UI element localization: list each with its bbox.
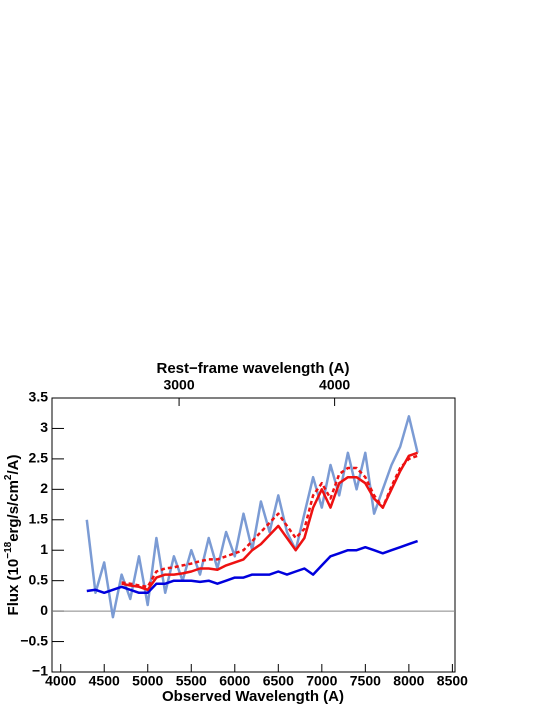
y-axis-title-part: /A): [5, 455, 22, 475]
y-tick-label: 3.5: [29, 389, 49, 405]
y-tick-label: −1: [32, 663, 48, 679]
x2-axis-title: Rest−frame wavelength (A): [157, 360, 350, 377]
series-line: [86, 539, 419, 595]
y-axis-title-part: −18: [3, 541, 14, 558]
x-tick-label: 4000: [45, 673, 76, 689]
y-tick-label: 3: [40, 419, 48, 435]
x-tick-label: 6000: [219, 673, 250, 689]
x-tick-label: 8000: [393, 673, 424, 689]
x-axis-title: Observed Wavelength (A): [162, 688, 344, 705]
x-tick-label: 8500: [437, 673, 468, 689]
y-tick-label: 1: [40, 541, 48, 557]
y-tick-label: 0.5: [29, 571, 49, 587]
y-tick-label: 2: [40, 480, 48, 496]
y-axis-title-part: erg/s/cm: [5, 480, 22, 542]
x-tick-label: 5500: [176, 673, 207, 689]
y-tick-label: 2.5: [29, 450, 49, 466]
series-line: [121, 451, 419, 592]
x2-tick-label: 4000: [319, 377, 350, 393]
y-axis-title: Flux (10−18erg/s/cm2/A): [3, 455, 22, 616]
x2-tick-label: 3000: [163, 377, 194, 393]
y-tick-label: 1.5: [29, 510, 49, 526]
y-tick-label: −0.5: [20, 632, 48, 648]
x-tick-label: 7000: [306, 673, 337, 689]
plot-frame: [51, 397, 456, 673]
y-tick-label: 0: [40, 602, 48, 618]
x-tick-label: 7500: [350, 673, 381, 689]
y-axis-title-part: Flux (10: [5, 559, 22, 616]
y-axis-title-part: 2: [3, 474, 14, 480]
series-line: [121, 454, 419, 589]
x-tick-label: 6500: [263, 673, 294, 689]
x-tick-label: 4500: [89, 673, 120, 689]
x-tick-label: 5000: [132, 673, 163, 689]
